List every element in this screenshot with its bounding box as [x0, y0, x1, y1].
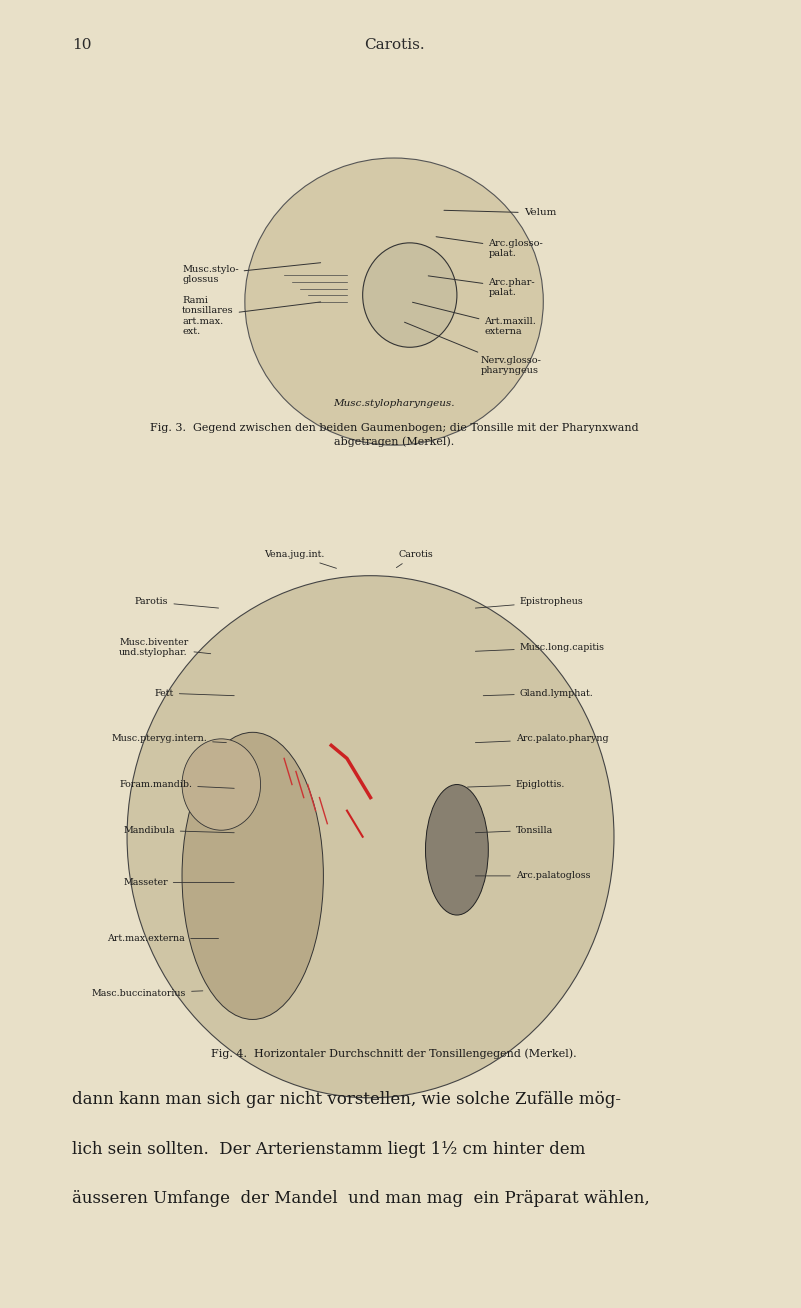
Text: Arc.palatogloss: Arc.palatogloss: [476, 871, 590, 880]
Text: dann kann man sich gar nicht vorstellen, wie solche Zufälle mög-: dann kann man sich gar nicht vorstellen,…: [72, 1091, 621, 1108]
Ellipse shape: [182, 732, 324, 1019]
Text: Nerv.glosso-
pharyngeus: Nerv.glosso- pharyngeus: [405, 322, 541, 375]
Text: Musc.stylo-
glossus: Musc.stylo- glossus: [182, 263, 320, 284]
Ellipse shape: [182, 739, 260, 831]
Text: Carotis.: Carotis.: [364, 38, 425, 52]
Text: Art.maxill.
externa: Art.maxill. externa: [413, 302, 537, 336]
Ellipse shape: [425, 785, 489, 916]
Ellipse shape: [127, 576, 614, 1097]
Text: Arc.glosso-
palat.: Arc.glosso- palat.: [436, 237, 543, 258]
Text: 10: 10: [72, 38, 91, 52]
Text: Musc.pteryg.intern.: Musc.pteryg.intern.: [111, 734, 227, 743]
Text: Musc.biventer
und.stylophar.: Musc.biventer und.stylophar.: [119, 638, 211, 657]
Text: Arc.phar-
palat.: Arc.phar- palat.: [429, 276, 535, 297]
Ellipse shape: [363, 243, 457, 347]
Ellipse shape: [245, 158, 543, 445]
Text: Foram.mandib.: Foram.mandib.: [119, 780, 234, 789]
Text: Carotis: Carotis: [396, 551, 433, 568]
Text: Fett: Fett: [155, 688, 234, 697]
Text: Fig. 3.  Gegend zwischen den beiden Gaumenbogen; die Tonsille mit der Pharynxwan: Fig. 3. Gegend zwischen den beiden Gaume…: [150, 422, 638, 433]
Text: Masc.buccinatorius: Masc.buccinatorius: [91, 989, 203, 998]
Text: Musc.long.capitis: Musc.long.capitis: [475, 644, 605, 651]
Text: Epistropheus: Epistropheus: [475, 598, 583, 608]
Text: abgetragen (Merkel).: abgetragen (Merkel).: [334, 436, 454, 446]
Text: Rami
tonsillares
art.max.
ext.: Rami tonsillares art.max. ext.: [182, 296, 320, 336]
Text: Parotis: Parotis: [135, 598, 219, 608]
Text: Gland.lymphat.: Gland.lymphat.: [483, 688, 594, 697]
Text: Vena.jug.int.: Vena.jug.int.: [264, 551, 336, 568]
Text: Masseter: Masseter: [123, 878, 234, 887]
Text: lich sein sollten.  Der Arterienstamm liegt 1¹⁄₂ cm hinter dem: lich sein sollten. Der Arterienstamm lie…: [72, 1141, 586, 1158]
Text: Fig. 4.  Horizontaler Durchschnitt der Tonsillengegend (Merkel).: Fig. 4. Horizontaler Durchschnitt der To…: [211, 1048, 577, 1058]
Text: Art.max.externa: Art.max.externa: [107, 934, 219, 943]
Text: Tonsilla: Tonsilla: [476, 825, 553, 835]
Text: Epiglottis.: Epiglottis.: [468, 780, 566, 789]
Text: äusseren Umfange  der Mandel  und man mag  ein Präparat wählen,: äusseren Umfange der Mandel und man mag …: [72, 1190, 650, 1207]
Text: Velum: Velum: [444, 208, 556, 217]
Text: Arc.palato.pharyng: Arc.palato.pharyng: [475, 734, 609, 743]
Text: Musc.stylopharyngeus.: Musc.stylopharyngeus.: [333, 399, 455, 408]
Text: Mandibula: Mandibula: [123, 825, 234, 835]
